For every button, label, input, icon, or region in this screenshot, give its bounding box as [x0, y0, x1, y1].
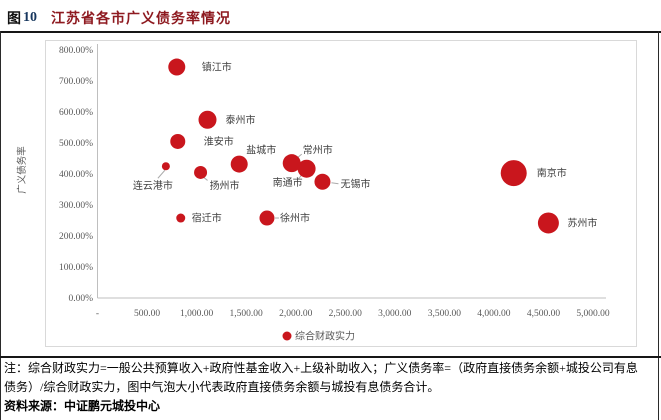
left-border-line — [0, 31, 1, 420]
y-tick-label: 100.00% — [59, 263, 93, 273]
y-tick-label: 600.00% — [59, 108, 93, 118]
city-label: 徐州市 — [280, 212, 310, 225]
city-label: 宿迁市 — [192, 212, 222, 225]
y-tick-label: 700.00% — [59, 77, 93, 87]
right-border-line — [658, 31, 659, 420]
x-tick-label: 500.00 — [134, 309, 160, 319]
x-tick-label: 2,500.00 — [329, 309, 363, 319]
debt-ratio-bubble-chart: 800.00% 700.00% 600.00% 500.00% 400.00% 300.0… — [16, 44, 610, 343]
city-label: 连云港市 — [133, 179, 173, 192]
city-bubble — [168, 58, 186, 76]
y-tick-label: 200.00% — [59, 232, 93, 242]
city-bubble — [176, 213, 186, 223]
y-axis-title: 广义债务率 — [16, 146, 28, 194]
city-label: 苏州市 — [567, 216, 597, 229]
figure-title: 江苏省各市广义债务率情况 — [51, 10, 231, 26]
city-label: 扬州市 — [210, 179, 240, 192]
label-leader-line — [157, 169, 166, 179]
city-label: 南通市 — [273, 176, 303, 189]
city-bubble — [170, 133, 186, 149]
figure-label-number: 10 — [23, 10, 37, 25]
chart-plot-area-border — [45, 40, 637, 347]
source-line: 资料来源：中证鹏元城投中心 — [4, 399, 161, 413]
city-label: 淮安市 — [204, 135, 234, 148]
label-leader-line — [331, 182, 339, 185]
city-bubble — [537, 212, 559, 234]
bottom-divider-line — [0, 356, 661, 358]
city-bubble — [161, 162, 170, 171]
note-line-2: 债务）/综合财政实力，图中气泡大小代表政府直接债务余额与城投有息债务合计。 — [4, 380, 440, 394]
y-tick-label: 0.00% — [68, 294, 93, 304]
city-bubble — [297, 159, 316, 178]
x-tick-label: 2,000.00 — [279, 309, 313, 319]
city-bubble — [500, 160, 527, 187]
figure-header: 图 10 江苏省各市广义债务率情况 — [7, 6, 231, 30]
city-bubble — [282, 154, 301, 173]
y-tick-label: 800.00% — [59, 46, 93, 56]
city-bubble — [198, 110, 217, 129]
x-tick-label: 3,000.00 — [378, 309, 412, 319]
x-tick-label: 1,000.00 — [180, 309, 214, 319]
legend-marker-icon — [282, 331, 292, 341]
x-tick-label: 4,500.00 — [527, 309, 561, 319]
top-divider-line — [0, 31, 661, 33]
city-label: 泰州市 — [226, 113, 256, 126]
city-bubble — [230, 155, 248, 173]
city-label: 南京市 — [537, 167, 567, 180]
note-line-1: 注：综合财政实力=一般公共预算收入+政府性基金收入+上级补助收入；广义债务率=（… — [4, 361, 638, 375]
figure-notes: 注：综合财政实力=一般公共预算收入+政府性基金收入+上级补助收入；广义债务率=（… — [4, 359, 657, 416]
city-label: 常州市 — [303, 144, 333, 157]
y-tick-label: 400.00% — [59, 170, 93, 180]
x-tick-label: 3,500.00 — [428, 309, 462, 319]
legend-label: 综合财政实力 — [295, 330, 355, 343]
city-bubble — [259, 210, 275, 226]
figure-label-prefix: 图 — [7, 10, 21, 26]
x-tick-label: 5,000.00 — [576, 309, 610, 319]
city-bubble — [194, 165, 208, 179]
city-bubble — [314, 173, 331, 190]
city-label: 镇江市 — [202, 61, 232, 74]
city-label: 盐城市 — [246, 144, 276, 157]
x-tick-label: 4,000.00 — [477, 309, 511, 319]
city-label: 无锡市 — [340, 177, 370, 190]
y-tick-label: 300.00% — [59, 201, 93, 211]
x-tick-label: 1,500.00 — [230, 309, 264, 319]
y-tick-label: 500.00% — [59, 139, 93, 149]
x-tick-label: - — [96, 309, 99, 319]
